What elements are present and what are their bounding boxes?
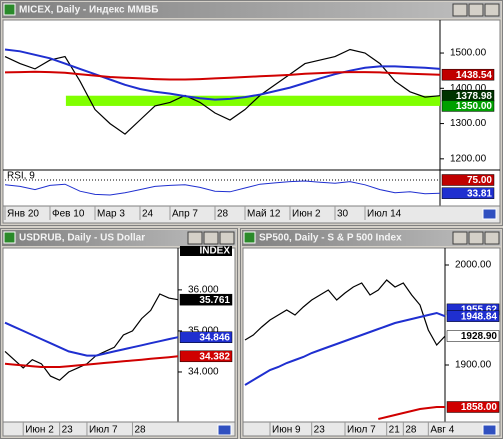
x-tick-label: 28 [217, 209, 229, 220]
window-title: USDRUB, Daily - US Dollar [19, 233, 145, 244]
x-tick-label: Апр 7 [172, 209, 198, 220]
price-tag-label: 75.00 [467, 175, 492, 186]
close-button[interactable] [484, 231, 500, 245]
x-tick-label: Авг 4 [430, 425, 454, 436]
y-tick-label: 1200.00 [450, 153, 487, 164]
price-tag-label: 1955.62 [461, 305, 498, 316]
axis-note-bg [180, 246, 232, 256]
moving-average [4, 70, 441, 81]
rsi-line [4, 180, 441, 196]
price-tag [179, 293, 233, 306]
price-tag-label: 33.81 [467, 188, 492, 199]
title-bar [242, 230, 501, 246]
date-bar [2, 205, 501, 224]
moving-average [4, 48, 441, 101]
title-bar [2, 230, 236, 246]
price-line [244, 279, 446, 347]
title-bar [2, 2, 501, 18]
x-tick-label: Июл 7 [89, 425, 118, 436]
moving-average [378, 406, 445, 420]
price-tag-label: 35.761 [199, 295, 230, 306]
price-tag [441, 68, 495, 81]
price-tag [441, 100, 495, 112]
date-bar [2, 421, 236, 437]
x-tick-label: 23 [314, 425, 326, 436]
y-tick-label: 36.000 [188, 285, 219, 296]
price-tag-label: 1438.54 [456, 70, 493, 81]
scroll-button[interactable] [482, 424, 497, 436]
rsi-label: RSI, 9 [7, 171, 35, 182]
price-tag-label: 1928.90 [461, 331, 498, 342]
x-tick-label: Июн 2 [292, 209, 321, 220]
window-title: MICEX, Daily - Индекс ММВБ [19, 5, 158, 16]
x-tick-label: Фев 10 [52, 209, 85, 220]
moving-average [4, 321, 179, 357]
y-tick-label: 35.000 [188, 326, 219, 337]
price-tag [446, 310, 500, 322]
window-icon [3, 231, 16, 244]
x-tick-label: Янв 20 [7, 209, 39, 220]
maximize-button[interactable] [468, 3, 484, 17]
x-tick-label: Мар 3 [97, 209, 125, 220]
x-tick-label: 28 [134, 425, 146, 436]
maximize-button[interactable] [203, 231, 219, 245]
window-title: SP500, Daily - S & P 500 Index [259, 233, 402, 244]
y-tick-label: 1900.00 [455, 360, 492, 371]
scroll-button[interactable] [217, 424, 232, 436]
x-tick-label: Май 12 [247, 209, 281, 220]
minimize-button[interactable] [452, 3, 468, 17]
y-tick-label: 2000.00 [455, 260, 492, 271]
price-tag [441, 187, 495, 199]
support-zone [65, 95, 441, 106]
price-tag [179, 350, 233, 363]
y-tick-label: 1500.00 [450, 48, 487, 59]
y-tick-label: 1400.00 [450, 83, 487, 94]
y-tick-label: 34.000 [188, 367, 219, 378]
x-tick-label: Июл 7 [347, 425, 376, 436]
x-tick-label: Июн 2 [25, 425, 54, 436]
price-tag [441, 174, 495, 186]
price-tag [446, 401, 500, 413]
price-tag [446, 330, 500, 342]
window-icon [243, 231, 256, 244]
chart-area [2, 19, 501, 207]
price-tag-label: 1350.00 [456, 101, 493, 112]
window-icon [3, 3, 16, 16]
x-tick-label: 30 [337, 209, 349, 220]
maximize-button[interactable] [468, 231, 484, 245]
axis-note: INDEX [199, 246, 230, 257]
price-line [4, 48, 441, 135]
price-tag-label: 34.846 [199, 332, 230, 343]
moving-average [244, 311, 446, 386]
moving-average [4, 355, 179, 368]
x-tick-label: 24 [142, 209, 154, 220]
price-line [4, 293, 179, 381]
x-tick-label: 21 [389, 425, 401, 436]
x-tick-label: 28 [405, 425, 417, 436]
scroll-button[interactable] [482, 208, 497, 220]
price-tag-label: 1948.84 [461, 311, 498, 322]
price-tag-label: 34.382 [199, 351, 230, 362]
x-tick-label: Июл 14 [367, 209, 402, 220]
price-tag-label: 1378.98 [456, 91, 493, 102]
price-tag [179, 331, 233, 343]
y-tick-label: 1300.00 [450, 118, 487, 129]
x-tick-label: Июн 9 [272, 425, 301, 436]
minimize-button[interactable] [187, 231, 203, 245]
price-tag-label: 1858.00 [461, 402, 498, 413]
minimize-button[interactable] [452, 231, 468, 245]
date-bar [242, 421, 501, 437]
x-tick-label: 23 [62, 425, 74, 436]
close-button[interactable] [219, 231, 235, 245]
close-button[interactable] [484, 3, 500, 17]
